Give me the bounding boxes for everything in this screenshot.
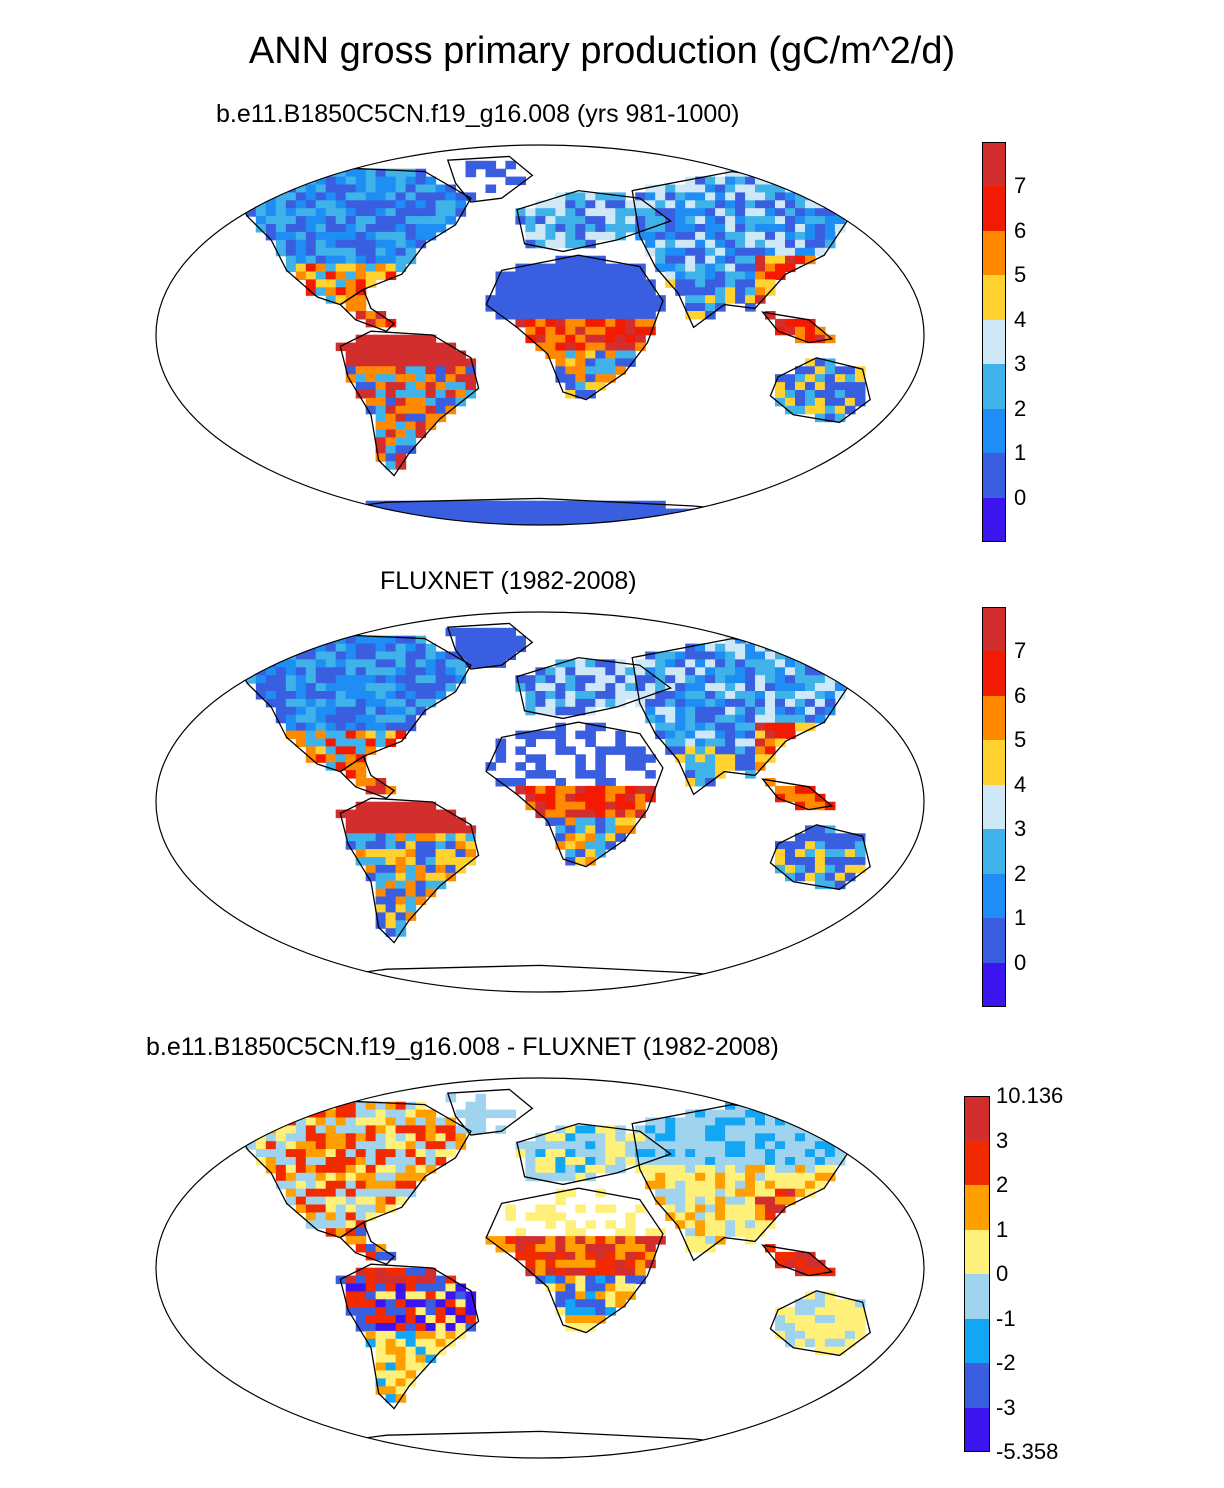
map-panel-fluxnet bbox=[155, 611, 925, 993]
colorbar-segment bbox=[982, 275, 1006, 320]
map-panel-model bbox=[155, 144, 925, 526]
colorbar-tick-label: -1 bbox=[996, 1305, 1016, 1331]
colorbar-segment bbox=[982, 364, 1006, 409]
colorbar-tick-label: 5 bbox=[1014, 262, 1027, 288]
coastline-antarctica bbox=[270, 1430, 810, 1458]
coastline-europe bbox=[516, 189, 672, 253]
coastline-southAmerica bbox=[339, 330, 480, 477]
colorbar-segment bbox=[964, 1229, 990, 1274]
coastline-seAsia bbox=[761, 778, 834, 811]
coastline-centralAmerica bbox=[339, 288, 396, 332]
panel-3-title: b.e11.B1850C5CN.f19_g16.008 - FLUXNET (1… bbox=[146, 1033, 779, 1061]
colorbar-segment bbox=[964, 1407, 990, 1452]
map-panel-difference bbox=[155, 1077, 925, 1459]
colorbar-tick-label: 1 bbox=[1014, 440, 1027, 466]
colorbar-segment bbox=[982, 453, 1006, 498]
coastline-africa bbox=[485, 1187, 664, 1334]
colorbar-segment bbox=[982, 918, 1006, 963]
colorbar-segment bbox=[964, 1274, 990, 1319]
colorbar-tick-label: -5.358 bbox=[996, 1439, 1059, 1464]
coastline-southAmerica bbox=[339, 797, 480, 944]
colorbar-tick-label: 4 bbox=[1014, 306, 1027, 332]
coastline-australia bbox=[769, 824, 871, 891]
coastline-africa bbox=[485, 254, 664, 401]
colorbar-segment bbox=[982, 695, 1006, 741]
colorbar-tick-label: 10.136 bbox=[996, 1083, 1064, 1108]
colorbar-tick-label: 6 bbox=[1014, 682, 1027, 708]
colorbar-tick-label: 1 bbox=[996, 1216, 1009, 1242]
colorbar-segment bbox=[982, 784, 1006, 830]
colorbar-tick-label: 2 bbox=[1014, 395, 1027, 421]
map-border bbox=[155, 144, 925, 526]
colorbar-tick-label: 4 bbox=[1014, 771, 1027, 797]
colorbar-tick-label: 7 bbox=[1014, 173, 1027, 199]
map-cells bbox=[235, 627, 866, 937]
map-border bbox=[155, 611, 925, 993]
coastline-centralAmerica bbox=[339, 1221, 396, 1265]
coastline-europe bbox=[516, 1122, 672, 1186]
coastline-centralAmerica bbox=[339, 755, 396, 799]
colorbar-segment bbox=[982, 651, 1006, 696]
colorbar-tick-label: 3 bbox=[1014, 816, 1027, 842]
coastline-seAsia bbox=[761, 311, 834, 344]
map-cells bbox=[235, 1093, 866, 1403]
coastline-australia bbox=[769, 357, 871, 424]
panel-1-title: b.e11.B1850C5CN.f19_g16.008 (yrs 981-100… bbox=[216, 100, 740, 128]
colorbar-tick-label: 0 bbox=[1014, 949, 1027, 975]
colorbar-segment bbox=[964, 1140, 990, 1185]
colorbar-segment bbox=[964, 1096, 990, 1141]
colorbar-segment bbox=[982, 873, 1006, 919]
colorbar-tick-label: 3 bbox=[996, 1127, 1009, 1153]
coastline-greenland bbox=[446, 155, 534, 203]
colorbar-segment bbox=[964, 1185, 990, 1230]
colorbar-segment bbox=[982, 740, 1006, 785]
coastline-africa bbox=[485, 721, 664, 868]
colorbar-fluxnet bbox=[982, 607, 1006, 1007]
colorbar-tick-label: 1 bbox=[1014, 905, 1027, 931]
colorbar-tick-label: 6 bbox=[1014, 217, 1027, 243]
colorbar-tick-label: 2 bbox=[1014, 860, 1027, 886]
colorbar-segment bbox=[982, 829, 1006, 874]
coastline-greenland bbox=[446, 1088, 534, 1136]
colorbar-tick-label: 0 bbox=[996, 1261, 1009, 1286]
coastline-seAsia bbox=[761, 1244, 834, 1277]
colorbar-tick-label: -2 bbox=[996, 1350, 1016, 1375]
colorbar-segment bbox=[982, 319, 1006, 365]
coastline-greenland bbox=[446, 622, 534, 670]
figure-title: ANN gross primary production (gC/m^2/d) bbox=[248, 30, 956, 72]
coastline-southAmerica bbox=[339, 1263, 480, 1410]
colorbar-tick-label: 5 bbox=[1014, 727, 1027, 753]
colorbar-tick-label: 2 bbox=[996, 1172, 1009, 1197]
map-cells bbox=[235, 160, 866, 525]
coastline-antarctica bbox=[270, 964, 810, 992]
colorbar-tick-label: 3 bbox=[1014, 351, 1027, 377]
colorbar-tick-label: -3 bbox=[996, 1394, 1016, 1420]
colorbar-segment bbox=[964, 1318, 990, 1363]
map-border bbox=[155, 1077, 925, 1459]
colorbar-segment bbox=[964, 1363, 990, 1408]
colorbar-segment bbox=[982, 142, 1006, 187]
colorbar-segment bbox=[982, 497, 1006, 542]
colorbar-segment bbox=[982, 408, 1006, 454]
coastline-europe bbox=[516, 656, 672, 720]
colorbar-segment bbox=[982, 186, 1006, 231]
colorbar-tick-label: 0 bbox=[1014, 484, 1027, 510]
coastline-australia bbox=[769, 1290, 871, 1357]
colorbar-segment bbox=[982, 230, 1006, 276]
colorbar-difference bbox=[964, 1096, 990, 1452]
colorbar-model bbox=[982, 142, 1006, 542]
colorbar-segment bbox=[982, 962, 1006, 1007]
colorbar-segment bbox=[982, 607, 1006, 652]
panel-2-title: FLUXNET (1982-2008) bbox=[380, 567, 637, 595]
colorbar-tick-label: 7 bbox=[1014, 638, 1027, 664]
